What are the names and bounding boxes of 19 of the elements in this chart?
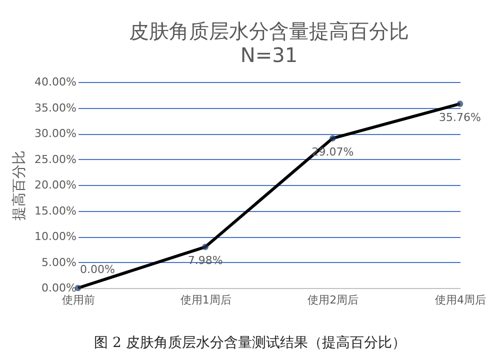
y-tick-label: 35.00% [34,101,76,114]
x-tick-label: 使用4周后 [435,294,486,306]
chart-subtitle: N=31 [240,43,298,67]
data-label: 0.00% [80,263,115,276]
chart-title: 皮肤角质层水分含量提高百分比 [129,19,409,43]
x-tick-label: 使用前 [62,294,95,306]
y-tick-label: 25.00% [34,152,76,166]
data-label: 35.76% [439,110,481,124]
y-tick-label: 0.00% [42,282,76,294]
y-tick-label: 5.00% [42,256,76,269]
y-tick-label: 10.00% [34,230,76,243]
x-tick-label: 使用2周后 [308,294,359,306]
y-tick-label: 30.00% [34,127,76,140]
y-axis-title: 提高百分比 [12,150,28,220]
y-tick-label: 40.00% [34,76,76,88]
y-tick-label: 20.00% [34,178,76,192]
caption: 图 2 皮肤角质层水分含量测试结果（提高百分比） [93,334,407,352]
y-tick-label: 15.00% [34,204,76,218]
x-tick-label: 使用1周后 [180,294,232,306]
